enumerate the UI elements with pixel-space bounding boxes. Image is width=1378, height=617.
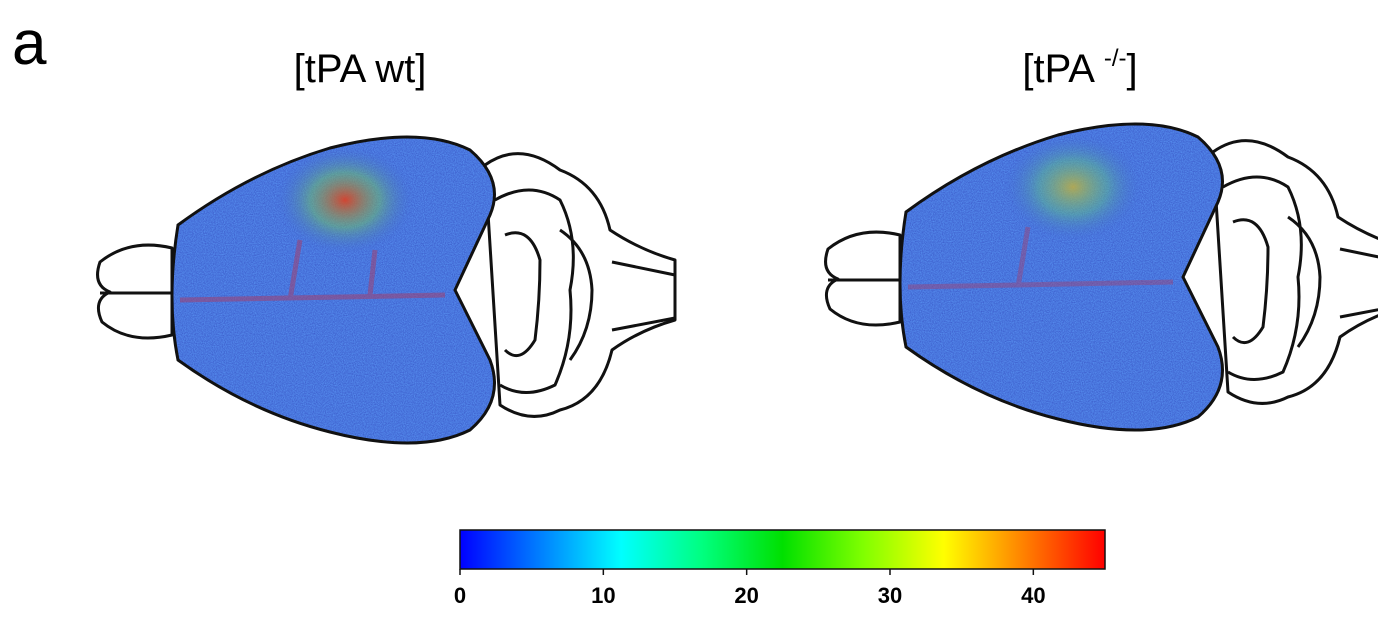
colorbar bbox=[459, 529, 1106, 570]
title-superscript: -/- bbox=[1104, 45, 1127, 72]
tick-label: 40 bbox=[1021, 583, 1045, 608]
brain-panel bbox=[98, 135, 675, 445]
panel-title: [tPA -/-] bbox=[1022, 45, 1137, 91]
title-text: ] bbox=[1127, 47, 1138, 91]
tick-label: 10 bbox=[591, 583, 615, 608]
title-text: [tPA wt] bbox=[294, 47, 427, 91]
tick-label: 30 bbox=[878, 583, 902, 608]
tick-label: 20 bbox=[734, 583, 758, 608]
title-text: [tPA bbox=[1022, 47, 1104, 91]
brain-panel bbox=[826, 122, 1378, 432]
tick-label: 0 bbox=[454, 583, 466, 608]
panel-title: [tPA wt] bbox=[294, 47, 427, 91]
panel-label: a bbox=[12, 9, 47, 78]
